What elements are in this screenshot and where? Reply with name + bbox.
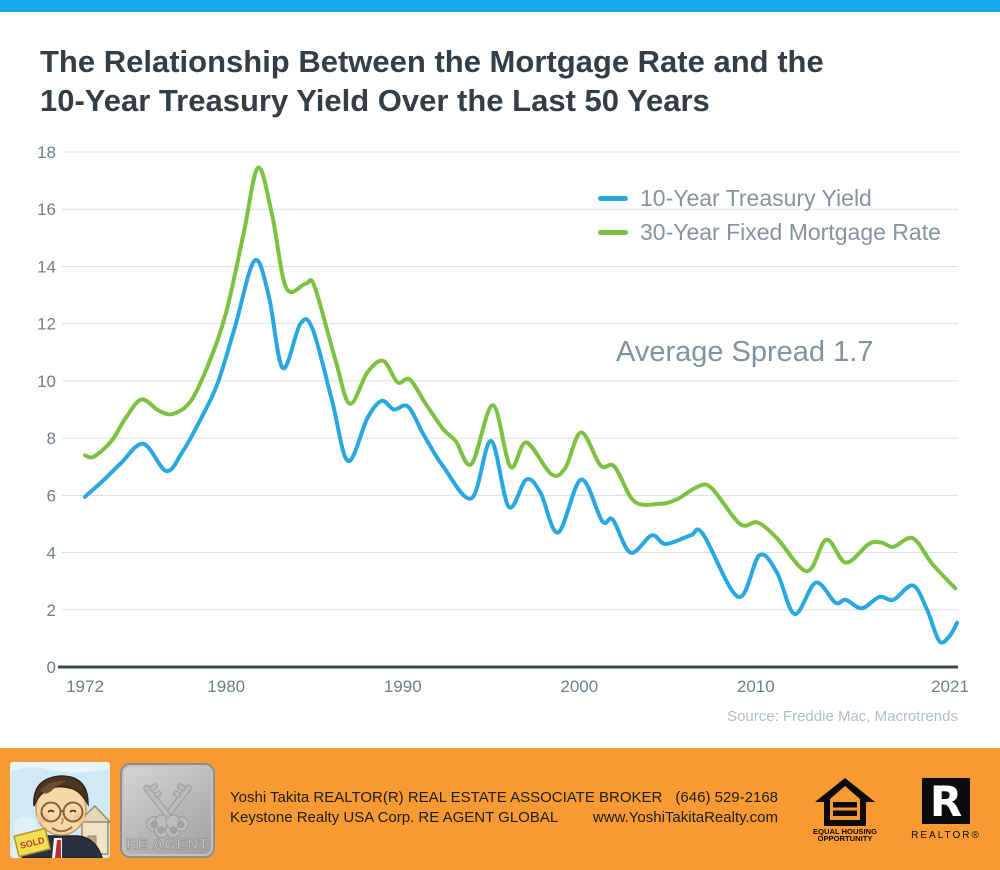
top-accent-bar — [0, 0, 1000, 12]
realtor-caption: REALTOR® — [911, 830, 981, 841]
legend-item-mortgage: 30-Year Fixed Mortgage Rate — [598, 215, 941, 249]
re-agent-badge-label: RE AGENT — [126, 837, 208, 853]
svg-text:18: 18 — [37, 143, 56, 162]
svg-text:10: 10 — [37, 372, 56, 391]
page-title-line1: The Relationship Between the Mortgage Ra… — [40, 44, 824, 79]
svg-text:R: R — [930, 778, 962, 826]
chart-area: 0 2 4 6 8 10 12 14 16 18 1972 1980 1990 2000 2010 2021 — [0, 140, 1000, 700]
svg-text:1980: 1980 — [207, 677, 245, 696]
mortgage-line-swatch — [598, 229, 628, 235]
eho-caption-line2: OPPORTUNITY — [818, 834, 873, 842]
agent-website: www.YoshiTakitaRealty.com — [592, 809, 778, 826]
svg-text:16: 16 — [37, 200, 56, 219]
equal-housing-icon: EQUAL HOUSING OPPORTUNITY — [813, 778, 877, 843]
svg-text:2000: 2000 — [560, 677, 598, 696]
svg-text:6: 6 — [47, 486, 56, 505]
equal-housing-logo: EQUAL HOUSING OPPORTUNITY — [812, 778, 878, 847]
svg-text:1972: 1972 — [66, 677, 104, 696]
svg-text:2021: 2021 — [931, 677, 969, 696]
agent-caricature: SOLD — [10, 762, 110, 858]
chart-legend: 10-Year Treasury Yield 30-Year Fixed Mor… — [598, 181, 941, 249]
svg-text:2: 2 — [47, 601, 56, 620]
legend-label-treasury: 10-Year Treasury Yield — [640, 184, 872, 211]
legend-item-treasury: 10-Year Treasury Yield — [598, 181, 941, 215]
treasury-line-swatch — [598, 195, 628, 201]
eho-caption-line1: EQUAL HOUSING — [813, 827, 877, 836]
line-chart: 0 2 4 6 8 10 12 14 16 18 1972 1980 1990 2000 2010 2021 — [37, 143, 969, 696]
svg-text:14: 14 — [37, 257, 56, 276]
svg-text:12: 12 — [37, 315, 56, 334]
agent-title-text: Yoshi Takita REALTOR(R) REAL ESTATE ASSO… — [230, 789, 663, 806]
agent-caricature-drawing: SOLD — [10, 762, 110, 858]
realtor-logo: R REALTOR® — [906, 777, 986, 847]
source-credit: Source: Freddie Mac, Macrotrends — [727, 708, 958, 725]
sold-sign: SOLD — [13, 827, 52, 858]
svg-text:4: 4 — [47, 544, 56, 563]
average-spread-annotation: Average Spread 1.7 — [616, 336, 874, 368]
svg-text:2010: 2010 — [737, 677, 775, 696]
footer-banner: SOLD — [0, 748, 1000, 870]
legend-label-mortgage: 30-Year Fixed Mortgage Rate — [640, 218, 941, 245]
agent-contact-block: Yoshi Takita REALTOR(R) REAL ESTATE ASSO… — [230, 788, 778, 828]
agent-company-text: Keystone Realty USA Corp. RE AGENT GLOBA… — [230, 809, 559, 826]
agent-phone: (646) 529-2168 — [675, 789, 778, 806]
page-title: The Relationship Between the Mortgage Ra… — [40, 42, 980, 120]
svg-text:1990: 1990 — [384, 677, 422, 696]
crossed-keys-icon: RE AGENT — [126, 783, 208, 853]
re-agent-badge: RE AGENT — [120, 763, 215, 858]
realtor-r-icon: R REALTOR® — [911, 777, 981, 841]
svg-text:0: 0 — [47, 658, 56, 677]
page-title-line2: 10-Year Treasury Yield Over the Last 50 … — [40, 83, 710, 118]
svg-text:8: 8 — [47, 429, 56, 448]
